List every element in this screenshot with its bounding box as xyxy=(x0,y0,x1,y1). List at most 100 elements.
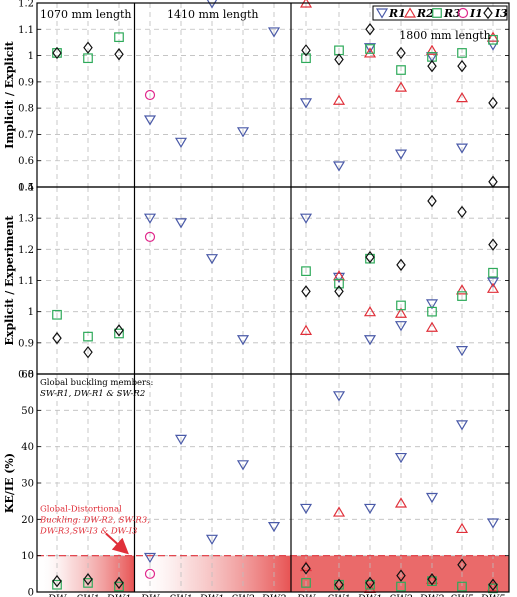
x-tick-label: SW5 xyxy=(450,594,474,597)
annotation-global-distortional: DW-R3,SW-I3 & DW-I3 xyxy=(39,527,137,537)
data-point-r3 xyxy=(52,579,62,590)
frame-layer xyxy=(36,2,510,593)
y-tick-label: 20 xyxy=(21,515,34,526)
y-tick-label: 0.6 xyxy=(18,156,34,167)
data-point-i3 xyxy=(83,41,93,54)
data-point-r3 xyxy=(396,300,406,311)
segment-length-label: 1800 mm length xyxy=(399,29,491,42)
data-point-r2 xyxy=(425,44,439,55)
data-point-i3 xyxy=(334,285,344,298)
data-point-i3 xyxy=(52,331,62,345)
x-tick-label: SW1 xyxy=(169,594,193,597)
data-point-r1 xyxy=(332,161,346,172)
x-tick-label: DW1 xyxy=(199,594,225,597)
data-point-r3 xyxy=(457,581,467,592)
legend-label: R3 xyxy=(443,7,461,20)
data-point-r2 xyxy=(455,522,469,534)
y-axis-label: KE/IE (%) xyxy=(3,453,16,513)
data-point-r3 xyxy=(488,267,498,278)
y-tick-label: 0.7 xyxy=(18,130,34,141)
data-point-i3 xyxy=(52,46,62,60)
data-point-i3 xyxy=(365,250,375,264)
x-tick-label: DW xyxy=(47,594,67,597)
x-tick-label: SW2 xyxy=(389,594,413,597)
data-point-i3 xyxy=(334,53,344,66)
y-axis-label: Explicit / Experiment xyxy=(3,215,16,346)
y-tick-label: 0.8 xyxy=(18,104,34,115)
data-point-r2 xyxy=(455,91,469,103)
data-point-i1 xyxy=(144,568,156,579)
y-tick-label: 30 xyxy=(21,479,34,490)
y-tick-label: 1.2 xyxy=(18,0,34,10)
data-point-r2 xyxy=(425,321,439,332)
data-point-r1 xyxy=(363,335,377,346)
y-tick-label: 1.4 xyxy=(18,183,34,194)
data-point-i3 xyxy=(114,576,124,590)
y-tick-label: 60 xyxy=(21,370,34,381)
data-point-r3 xyxy=(488,34,498,45)
y-tick-label: 1.1 xyxy=(18,25,34,36)
data-point-r1 xyxy=(236,335,250,346)
data-point-r1 xyxy=(394,149,408,160)
data-point-r2 xyxy=(299,324,313,335)
gridlines-layer xyxy=(37,3,509,592)
y-tick-label: 0 xyxy=(28,588,34,597)
annotation-arrow xyxy=(105,532,129,555)
data-point-i3 xyxy=(301,44,311,57)
data-point-r1 xyxy=(174,218,188,229)
data-point-r1 xyxy=(174,434,188,446)
data-point-r3 xyxy=(114,328,124,339)
x-tick-label: DW2 xyxy=(419,594,445,597)
y-tick-label: 1.1 xyxy=(18,276,34,287)
data-point-r2 xyxy=(332,94,346,105)
annotation-global-buckling: Global buckling members: xyxy=(40,378,153,388)
y-tick-label: 10 xyxy=(21,551,34,562)
legend-marker-r1 xyxy=(375,8,389,19)
y-tick-label: 1.3 xyxy=(18,214,34,225)
data-point-i3 xyxy=(396,46,406,60)
data-point-i3 xyxy=(396,258,406,272)
y-tick-label: 0.5 xyxy=(18,183,34,194)
data-point-r1 xyxy=(332,391,346,402)
data-point-r3 xyxy=(427,306,437,317)
panel-frame xyxy=(36,373,510,593)
data-point-i3 xyxy=(457,205,467,219)
x-tick-label: SW1 xyxy=(327,594,351,597)
data-point-i3 xyxy=(83,573,93,586)
data-point-r2 xyxy=(425,573,439,584)
annotation-global-buckling: SW-R1, DW-R1 & SW-R2 xyxy=(40,389,145,399)
data-point-r1 xyxy=(455,143,469,154)
data-point-r1 xyxy=(425,299,439,310)
data-point-i3 xyxy=(114,324,124,337)
text-layer: 0.5 0.6 0.7 0.8 0.9 1 1.1 1.2 Implicit / Explici… xyxy=(3,0,505,597)
y-axis-label: Implicit / Explicit xyxy=(3,40,16,148)
legend-marker-i3 xyxy=(483,6,493,20)
x-tick-label: DW xyxy=(296,594,316,597)
data-point-i3 xyxy=(365,576,375,590)
x-tick-label: DW1 xyxy=(106,594,132,597)
data-point-r1 xyxy=(174,137,188,148)
data-point-r3 xyxy=(457,291,467,301)
data-point-r2 xyxy=(455,284,469,295)
data-point-i3 xyxy=(396,569,406,582)
legend-marker-i1 xyxy=(457,7,469,19)
data-point-i1 xyxy=(144,231,156,242)
legend-marker-r2 xyxy=(403,7,417,18)
legend-marker-r3 xyxy=(432,8,442,18)
data-point-r1 xyxy=(205,254,219,265)
data-point-r2 xyxy=(332,506,346,517)
data-point-r2 xyxy=(486,282,500,293)
data-point-r3 xyxy=(301,53,311,64)
data-point-r3 xyxy=(52,309,62,320)
data-point-r3 xyxy=(114,32,124,43)
y-tick-label: 0.8 xyxy=(18,370,34,381)
x-tick-label: DW1 xyxy=(357,594,383,597)
data-point-i3 xyxy=(114,48,124,61)
data-point-r3 xyxy=(396,65,406,75)
data-point-r3 xyxy=(301,578,311,588)
data-point-r3 xyxy=(396,581,406,592)
y-tick-label: 1.2 xyxy=(18,245,34,256)
data-point-i3 xyxy=(83,345,93,359)
x-tick-label: SW1 xyxy=(76,594,100,597)
